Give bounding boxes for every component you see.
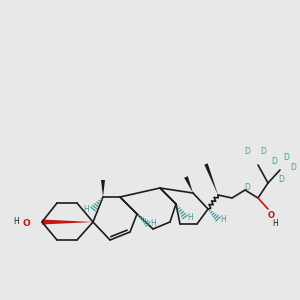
Text: D: D (260, 148, 266, 157)
Text: O: O (268, 211, 274, 220)
Text: D: D (290, 164, 296, 172)
Text: D: D (283, 154, 289, 163)
Text: H: H (220, 214, 226, 224)
Text: D: D (244, 184, 250, 193)
Text: O: O (22, 218, 30, 227)
Text: H: H (83, 205, 89, 214)
Polygon shape (101, 180, 105, 197)
Text: H: H (187, 212, 193, 221)
Polygon shape (42, 220, 93, 224)
Text: D: D (244, 148, 250, 157)
Text: H: H (272, 218, 278, 227)
Text: H: H (13, 218, 19, 226)
Text: D: D (278, 175, 284, 184)
Text: H: H (150, 220, 156, 229)
Text: D: D (271, 158, 277, 166)
Polygon shape (184, 176, 193, 193)
Polygon shape (204, 164, 218, 195)
